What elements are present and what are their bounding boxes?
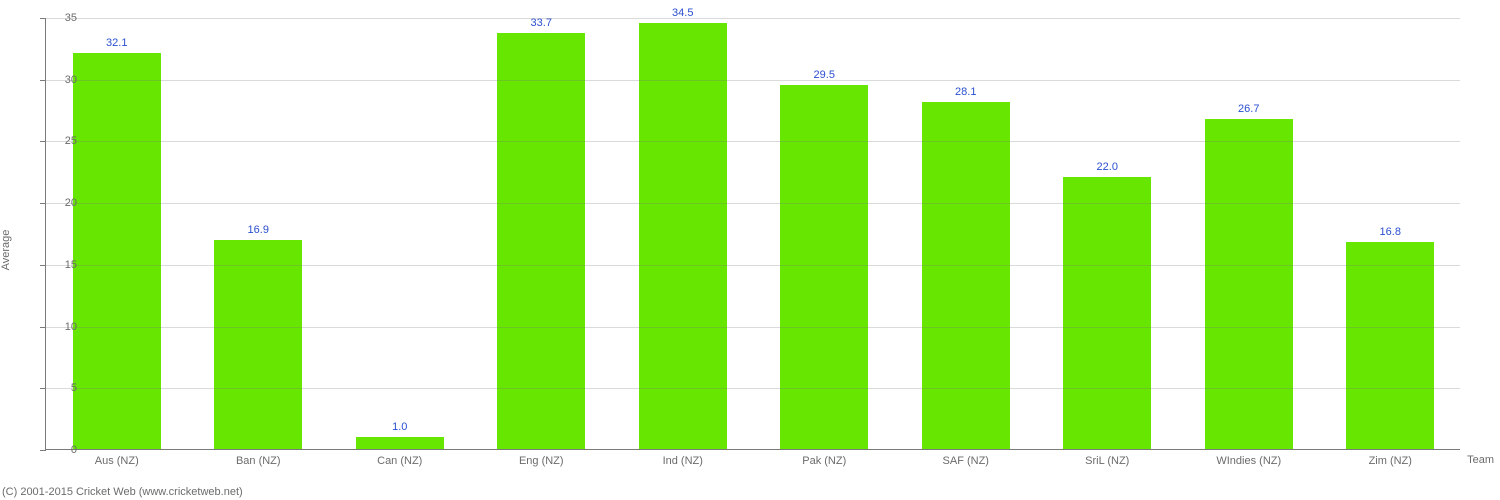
bar-slot: 33.7Eng (NZ) <box>471 17 613 449</box>
bar-slot: 22.0SriL (NZ) <box>1037 17 1179 449</box>
bar <box>1346 242 1434 449</box>
grid-line <box>46 141 1460 142</box>
bar-value-label: 32.1 <box>46 37 188 49</box>
y-tick-label: 25 <box>47 135 77 147</box>
y-tick-label: 15 <box>47 259 77 271</box>
y-tick-label: 35 <box>47 12 77 24</box>
plot-area: 32.1Aus (NZ)16.9Ban (NZ)1.0Can (NZ)33.7E… <box>45 18 1460 450</box>
bar <box>639 23 727 449</box>
y-tick-label: 30 <box>47 74 77 86</box>
bar-value-label: 16.9 <box>188 224 330 236</box>
y-tick <box>40 141 46 142</box>
y-tick <box>40 450 46 451</box>
bar-slot: 26.7WIndies (NZ) <box>1178 17 1320 449</box>
y-tick-label: 20 <box>47 197 77 209</box>
y-tick <box>40 18 46 19</box>
bar-slot: 1.0Can (NZ) <box>329 17 471 449</box>
bar-value-label: 1.0 <box>329 421 471 433</box>
grid-line <box>46 203 1460 204</box>
grid-line <box>46 80 1460 81</box>
y-tick <box>40 203 46 204</box>
y-axis-title: Average <box>0 230 12 271</box>
bar-value-label: 16.8 <box>1320 226 1462 238</box>
bar <box>1063 177 1151 449</box>
y-tick <box>40 265 46 266</box>
bar <box>780 85 868 449</box>
bar <box>214 240 302 449</box>
y-tick-label: 5 <box>47 382 77 394</box>
bar <box>73 53 161 449</box>
bar-slot: 29.5Pak (NZ) <box>754 17 896 449</box>
bar <box>356 437 444 449</box>
bar-value-label: 28.1 <box>895 86 1037 98</box>
bar-chart: Average Team 32.1Aus (NZ)16.9Ban (NZ)1.0… <box>0 0 1500 500</box>
bar-value-label: 26.7 <box>1178 103 1320 115</box>
bar-slot: 16.9Ban (NZ) <box>188 17 330 449</box>
grid-line <box>46 265 1460 266</box>
bar <box>497 33 585 449</box>
y-tick <box>40 80 46 81</box>
copyright-text: (C) 2001-2015 Cricket Web (www.cricketwe… <box>2 486 243 498</box>
bar-slot: 16.8Zim (NZ) <box>1320 17 1462 449</box>
bar-slot: 34.5Ind (NZ) <box>612 17 754 449</box>
y-tick-label: 10 <box>47 321 77 333</box>
x-tick-label: Zim (NZ) <box>1291 455 1489 467</box>
bar-slot: 28.1SAF (NZ) <box>895 17 1037 449</box>
bar <box>922 102 1010 449</box>
bar-value-label: 22.0 <box>1037 161 1179 173</box>
y-tick <box>40 388 46 389</box>
y-tick <box>40 327 46 328</box>
grid-line <box>46 388 1460 389</box>
grid-line <box>46 327 1460 328</box>
grid-line <box>46 18 1460 19</box>
bar <box>1205 119 1293 449</box>
bars-container: 32.1Aus (NZ)16.9Ban (NZ)1.0Can (NZ)33.7E… <box>46 18 1460 449</box>
y-tick-label: 0 <box>47 444 77 456</box>
